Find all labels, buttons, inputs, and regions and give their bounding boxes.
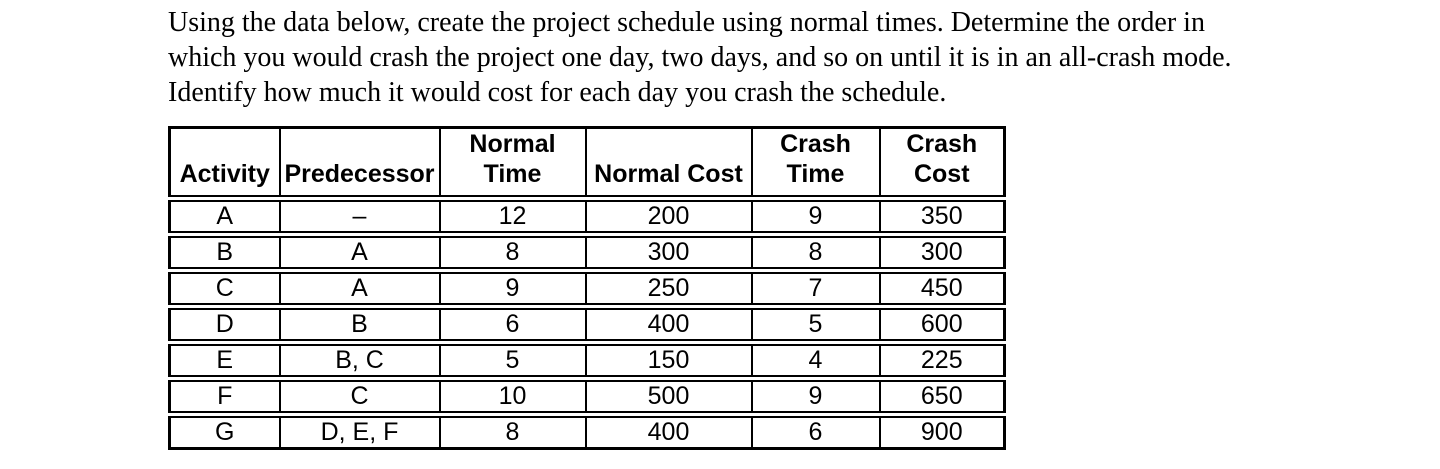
cell-crash-time: 9 xyxy=(750,197,881,238)
cell-normal-time: 8 xyxy=(438,233,587,274)
intro-line-1: Using the data below, create the project… xyxy=(168,7,1205,38)
cell-crash-cost: 600 xyxy=(878,305,1006,346)
cell-crash-cost: 300 xyxy=(878,233,1006,274)
cell-normal-cost: 200 xyxy=(584,197,753,238)
cell-predecessor: B xyxy=(278,305,441,346)
header-row: Activity Predecessor Normal Time Normal … xyxy=(168,126,1006,202)
problem-statement: Using the data below, create the project… xyxy=(168,5,1232,110)
header-predecessor: Predecessor xyxy=(278,126,441,202)
cell-activity: G xyxy=(168,413,281,450)
cell-normal-cost: 150 xyxy=(584,341,753,382)
cell-crash-time: 4 xyxy=(750,341,881,382)
cell-predecessor: D, E, F xyxy=(278,413,441,450)
cell-crash-cost: 350 xyxy=(878,197,1006,238)
cell-crash-time: 7 xyxy=(750,269,881,310)
cell-normal-time: 10 xyxy=(438,377,587,418)
header-activity: Activity xyxy=(168,126,281,202)
header-line: Crash xyxy=(780,130,851,158)
cell-crash-time: 6 xyxy=(750,413,881,450)
cell-activity: B xyxy=(168,233,281,274)
cell-activity: D xyxy=(168,305,281,346)
cell-normal-time: 6 xyxy=(438,305,587,346)
cell-normal-cost: 250 xyxy=(584,269,753,310)
header-line: Normal Cost xyxy=(594,160,743,188)
table-row: C A 9 250 7 450 xyxy=(168,269,1006,310)
header-line: Predecessor xyxy=(284,160,435,188)
cell-crash-cost: 900 xyxy=(878,413,1006,450)
header-line: Time xyxy=(483,160,542,188)
cell-normal-time: 12 xyxy=(438,197,587,238)
cell-activity: F xyxy=(168,377,281,418)
cell-activity: C xyxy=(168,269,281,310)
cell-normal-cost: 400 xyxy=(584,305,753,346)
cell-normal-cost: 400 xyxy=(584,413,753,450)
cell-normal-time: 8 xyxy=(438,413,587,450)
cell-crash-time: 8 xyxy=(750,233,881,274)
cell-crash-time: 9 xyxy=(750,377,881,418)
cell-normal-cost: 300 xyxy=(584,233,753,274)
table-row: A – 12 200 9 350 xyxy=(168,197,1006,238)
table-row: B A 8 300 8 300 xyxy=(168,233,1006,274)
header-line: Time xyxy=(786,160,845,188)
cell-crash-cost: 650 xyxy=(878,377,1006,418)
cell-crash-time: 5 xyxy=(750,305,881,346)
table-row: E B, C 5 150 4 225 xyxy=(168,341,1006,382)
document-content: Using the data below, create the project… xyxy=(168,5,1232,450)
cell-predecessor: B, C xyxy=(278,341,441,382)
table-row: D B 6 400 5 600 xyxy=(168,305,1006,346)
intro-line-2: which you would crash the project one da… xyxy=(168,42,1232,73)
table-row: G D, E, F 8 400 6 900 xyxy=(168,413,1006,450)
cell-activity: E xyxy=(168,341,281,382)
intro-line-3: Identify how much it would cost for each… xyxy=(168,77,947,108)
cell-normal-time: 5 xyxy=(438,341,587,382)
cell-predecessor: – xyxy=(278,197,441,238)
header-crash-cost: Crash Cost xyxy=(878,126,1006,202)
cell-predecessor: C xyxy=(278,377,441,418)
cell-activity: A xyxy=(168,197,281,238)
header-line: Activity xyxy=(179,160,270,188)
header-normal-time: Normal Time xyxy=(438,126,587,202)
cell-normal-time: 9 xyxy=(438,269,587,310)
activity-crash-table: Activity Predecessor Normal Time Normal … xyxy=(168,126,1006,450)
header-line: Crash xyxy=(906,130,978,158)
header-line: Normal xyxy=(469,130,556,158)
header-line: Cost xyxy=(913,160,970,188)
header-crash-time: Crash Time xyxy=(750,126,881,202)
cell-predecessor: A xyxy=(278,269,441,310)
cell-crash-cost: 450 xyxy=(878,269,1006,310)
cell-predecessor: A xyxy=(278,233,441,274)
cell-crash-cost: 225 xyxy=(878,341,1006,382)
cell-normal-cost: 500 xyxy=(584,377,753,418)
header-normal-cost: Normal Cost xyxy=(584,126,753,202)
table-row: F C 10 500 9 650 xyxy=(168,377,1006,418)
